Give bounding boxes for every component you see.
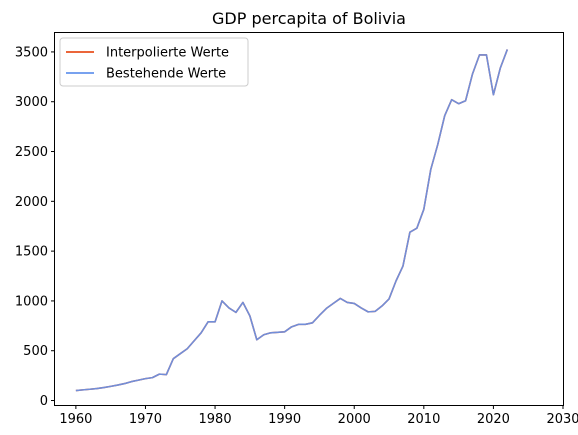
x-tick-label: 2000 [338,412,371,427]
y-tick-label: 500 [23,344,48,359]
chart-title: GDP percapita of Bolivia [212,9,406,28]
y-tick-label: 1500 [15,245,48,260]
y-tick-label: 1000 [15,294,48,309]
x-tick-label: 2030 [546,412,578,427]
legend-label-existing: Bestehende Werte [106,67,226,82]
y-tick-label: 0 [40,394,48,409]
legend-label-interpolated: Interpolierte Werte [106,46,229,61]
plot-lines [75,49,509,392]
x-tick-label: 1970 [129,412,162,427]
x-tick-label: 1990 [268,412,301,427]
y-tick-label: 2000 [15,195,48,210]
y-tick-label: 3500 [15,45,48,60]
x-tick-label: 1960 [59,412,92,427]
line-interpolated-values [75,49,509,392]
y-axis: 0 500 1000 1500 2000 2500 3000 3500 [15,45,55,409]
x-tick-label: 1980 [199,412,232,427]
x-axis: 1960 1970 1980 1990 2000 2010 2020 2030 [59,405,578,427]
plot-frame [54,32,564,406]
x-tick-label: 2010 [407,412,440,427]
y-tick-label: 2500 [15,145,48,160]
y-tick-label: 3000 [15,95,48,110]
legend: Interpolierte Werte Bestehende Werte [59,37,249,87]
x-tick-label: 2020 [477,412,510,427]
line-existing-values [75,49,509,392]
legend-box [59,37,249,87]
